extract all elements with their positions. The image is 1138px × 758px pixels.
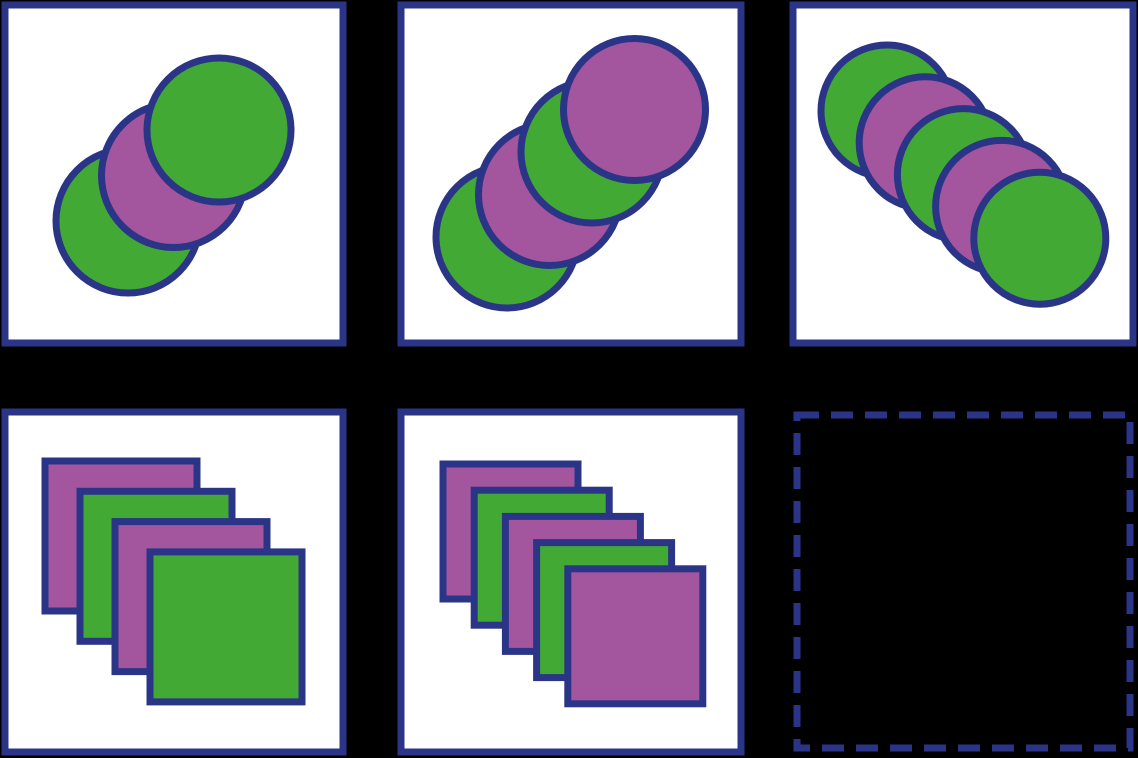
tile-row-2-col-2 xyxy=(397,408,745,756)
shape-stack xyxy=(432,35,709,312)
shape-stack xyxy=(817,41,1110,308)
shape-stack xyxy=(439,460,707,708)
tile-row-1-col-2 xyxy=(397,1,745,347)
missing-answer-slot[interactable] xyxy=(793,411,1134,752)
green-circle xyxy=(143,54,295,206)
answer-slot-frame[interactable] xyxy=(793,411,1134,752)
green-circle xyxy=(970,168,1110,308)
shape-stack xyxy=(52,54,295,297)
green-square xyxy=(146,548,306,706)
purple-circle xyxy=(560,35,709,184)
tile-row-1-col-1 xyxy=(1,1,347,347)
tile-row-1-col-3 xyxy=(789,1,1137,347)
tile-row-2-col-1 xyxy=(1,408,347,756)
purple-square xyxy=(564,565,707,708)
shape-stack xyxy=(41,457,306,706)
